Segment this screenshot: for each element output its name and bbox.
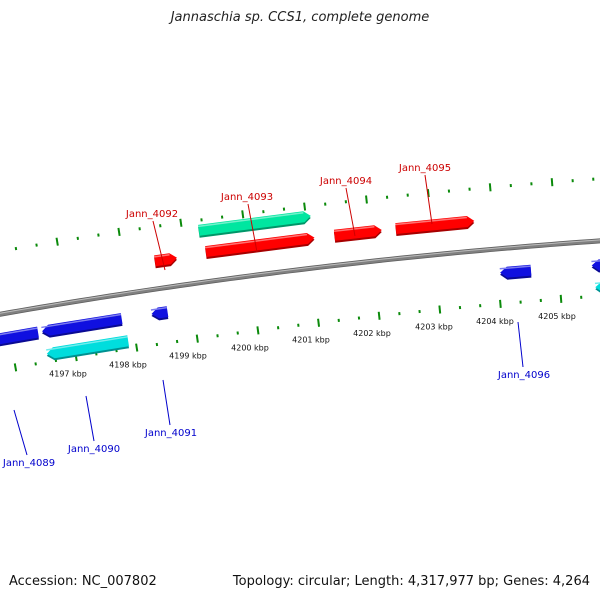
inner-tick — [499, 299, 502, 308]
scale-label-0: 4197 kbp — [49, 370, 87, 379]
gene-feature-edge-rna-highlight — [594, 282, 600, 285]
scale-label-2: 4199 kbp — [169, 352, 207, 361]
backbone-highlight — [0, 239, 600, 314]
inner-tick — [13, 363, 18, 372]
gene-feature-4089-highlight — [0, 327, 38, 336]
outer-tick — [426, 188, 430, 198]
outer-tick — [14, 246, 18, 251]
gene-label-4091-leader — [162, 379, 171, 426]
gene-feature-4090-rna-body — [46, 335, 129, 359]
gene-label-4093-leader — [247, 203, 258, 253]
genome-backbone — [0, 238, 600, 317]
gene-label-4094-leader — [345, 187, 356, 237]
gene-feature-4092 — [154, 253, 177, 269]
scale-label-4: 4201 kbp — [292, 336, 330, 345]
gene-feature-edge-rna-body — [595, 282, 600, 291]
gene-feature-4090-body — [42, 313, 123, 336]
gene-features — [0, 211, 600, 361]
inner-tick — [195, 334, 199, 343]
gene-feature-4090-rna-highlight — [46, 336, 128, 351]
inner-tick — [317, 318, 321, 327]
inner-tick — [135, 343, 139, 352]
gene-feature-4093 — [205, 233, 315, 259]
outer-tick — [550, 178, 554, 187]
gene-label-4090-leader — [85, 395, 95, 442]
label-leaders — [13, 174, 524, 456]
gene-feature-4093-rna-body — [198, 211, 311, 236]
gene-label-4095-leader — [424, 174, 433, 225]
inner-tick — [34, 362, 37, 366]
gene-feature-4094-highlight — [334, 226, 375, 233]
gene-label-4089-leader — [13, 409, 28, 456]
gene-feature-edge-body — [591, 259, 600, 271]
inner-tick — [559, 294, 563, 303]
gene-feature-4095 — [395, 216, 475, 236]
gene-label-4094: Jann_4094 — [319, 176, 372, 187]
inner-tick — [256, 326, 260, 335]
gene-label-4092-leader — [152, 220, 166, 271]
gene-feature-4094 — [333, 225, 382, 243]
scale-label-7: 4204 kbp — [476, 317, 514, 326]
gene-label-4092: Jann_4092 — [125, 209, 178, 220]
outer-tick-ring — [14, 177, 595, 251]
outer-tick — [117, 227, 121, 236]
accession-text: Accession: NC_007802 — [9, 574, 157, 589]
gene-label-4096: Jann_4096 — [497, 370, 550, 381]
gene-feature-4093-body — [205, 233, 315, 257]
gene-label-4089: Jann_4089 — [2, 458, 55, 469]
gene-feature-4090-rna — [46, 335, 129, 361]
inner-tick-ring — [13, 294, 583, 372]
gene-feature-edge-highlight — [591, 260, 600, 263]
outer-tick — [241, 210, 245, 219]
scale-label-3: 4200 kbp — [231, 343, 269, 352]
scale-labels: 4197 kbp 4198 kbp 4199 kbp 4200 kbp 4201 kbp… — [49, 312, 576, 379]
gene-feature-4096 — [499, 264, 532, 280]
gene-labels: Jann_4092 Jann_4093 Jann_4094 Jann_4095 Jann… — [2, 163, 550, 469]
outer-tick — [179, 218, 183, 227]
gene-label-4093: Jann_4093 — [220, 192, 273, 203]
inner-tick — [438, 305, 442, 314]
gene-feature-4089 — [0, 326, 39, 347]
gene-feature-4093-highlight — [205, 233, 308, 249]
gene-feature-4093-rna — [198, 211, 311, 238]
gene-feature-4095-body — [395, 216, 475, 234]
scale-label-8: 4205 kbp — [538, 312, 576, 321]
gene-feature-edge — [591, 259, 600, 273]
scale-label-1: 4198 kbp — [109, 360, 147, 369]
genome-title: Jannaschia sp. CCS1, complete genome — [170, 10, 430, 25]
gene-feature-4089-body — [0, 326, 39, 345]
gene-feature-4091 — [150, 306, 169, 321]
outer-tick — [55, 237, 59, 246]
scale-label-6: 4203 kbp — [415, 323, 453, 332]
gene-feature-4091-body — [151, 306, 169, 319]
gene-label-4095: Jann_4095 — [398, 163, 451, 174]
gene-feature-4090-highlight — [41, 313, 122, 329]
scale-label-5: 4202 kbp — [353, 329, 391, 338]
gene-feature-4096-highlight — [499, 265, 531, 270]
inner-tick — [377, 311, 381, 320]
gene-feature-4091-highlight — [150, 306, 168, 311]
outer-tick — [365, 195, 368, 204]
genome-summary-text: Topology: circular; Length: 4,317,977 bp… — [232, 574, 590, 589]
gene-feature-edge-rna — [594, 282, 600, 293]
outer-tick — [488, 183, 492, 192]
gene-label-4090: Jann_4090 — [67, 444, 120, 455]
outer-tick — [303, 202, 307, 211]
gene-label-4091: Jann_4091 — [144, 428, 197, 439]
gene-feature-4090 — [41, 313, 123, 338]
backbone-line — [0, 239, 600, 317]
gene-feature-4094-body — [333, 225, 382, 241]
gene-label-4096-leader — [517, 321, 524, 368]
